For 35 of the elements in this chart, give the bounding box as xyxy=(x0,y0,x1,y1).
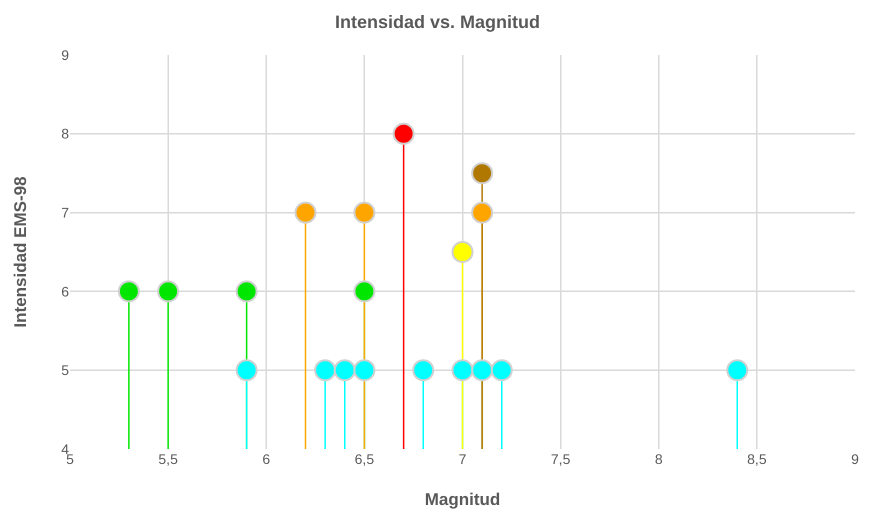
y-axis-title: Intensidad EMS-98 xyxy=(11,176,30,328)
point xyxy=(353,280,376,302)
chart-title: Intensidad vs. Magnitud xyxy=(334,12,540,32)
x-tick-label: 5,5 xyxy=(158,451,178,467)
point xyxy=(452,359,474,382)
point xyxy=(490,359,513,382)
point xyxy=(118,280,140,302)
point xyxy=(353,359,376,382)
x-tick-label: 8,5 xyxy=(747,451,767,467)
y-tick-label: 9 xyxy=(61,46,70,63)
point xyxy=(353,202,376,224)
x-tick-label: 9 xyxy=(851,451,860,467)
point xyxy=(294,202,316,224)
point xyxy=(452,241,474,263)
point xyxy=(412,359,434,382)
x-tick-label: 7 xyxy=(458,451,467,467)
x-tick-label: 6,5 xyxy=(354,451,374,467)
point xyxy=(726,359,748,382)
point xyxy=(334,359,356,382)
x-tick-label: 6 xyxy=(262,451,270,467)
point xyxy=(314,359,336,382)
point xyxy=(236,280,258,302)
point xyxy=(471,359,494,382)
x-tick-label: 8 xyxy=(654,451,663,467)
point xyxy=(157,280,180,302)
y-tick-label: 8 xyxy=(61,126,70,142)
y-tick-label: 7 xyxy=(61,204,70,220)
point xyxy=(392,122,415,145)
x-axis-title: Magnitud xyxy=(424,490,500,509)
y-tick-label: 6 xyxy=(61,283,70,300)
x-tick-label: 7,5 xyxy=(550,451,571,467)
point xyxy=(236,359,258,382)
point xyxy=(471,162,494,184)
point xyxy=(471,202,494,224)
y-tick-label: 5 xyxy=(61,362,70,378)
